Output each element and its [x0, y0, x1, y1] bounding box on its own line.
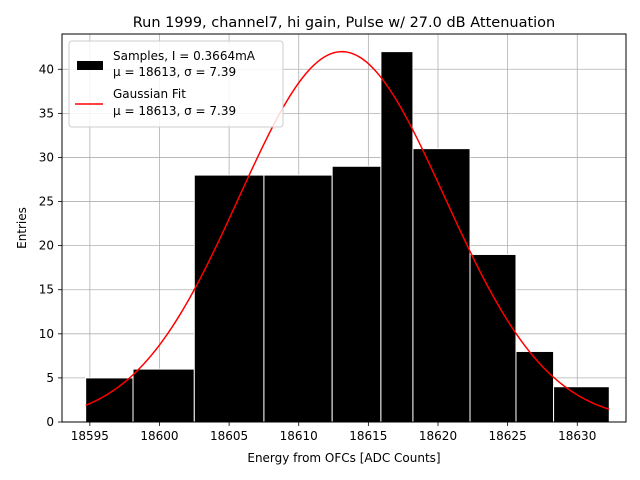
legend-samples-swatch	[77, 61, 103, 70]
x-tick-label-6: 18625	[489, 429, 527, 443]
y-tick-label-2: 10	[39, 327, 54, 341]
y-tick-label-8: 40	[39, 62, 54, 76]
x-axis-label: Energy from OFCs [ADC Counts]	[247, 451, 440, 465]
x-tick-label-5: 18620	[419, 429, 457, 443]
y-axis-ticks: 0 5 10 15 20 25 30 35 40	[39, 62, 62, 429]
legend-samples-label: Samples, I = 0.3664mA	[113, 49, 256, 63]
y-tick-label-5: 25	[39, 195, 54, 209]
x-tick-label-1: 18600	[140, 429, 178, 443]
legend-fit-label: Gaussian Fit	[113, 87, 186, 101]
legend-fit-stats: μ = 18613, σ = 7.39	[113, 104, 236, 118]
histogram-bar-9	[553, 386, 610, 423]
y-tick-label-4: 20	[39, 239, 54, 253]
legend-box	[68, 40, 284, 128]
y-tick-label-6: 30	[39, 150, 54, 164]
histogram-bar-4	[331, 165, 382, 423]
x-tick-label-0: 18595	[71, 429, 109, 443]
x-tick-label-2: 18605	[210, 429, 248, 443]
y-axis-label: Entries	[15, 207, 29, 249]
x-tick-label-7: 18630	[558, 429, 596, 443]
histogram-bar-5	[380, 51, 414, 423]
chart-title: Run 1999, channel7, hi gain, Pulse w/ 27…	[133, 15, 556, 31]
y-tick-label-0: 0	[46, 415, 54, 429]
histogram-bar-0	[85, 377, 134, 423]
histogram-bars	[85, 51, 610, 423]
x-tick-label-3: 18610	[280, 429, 318, 443]
legend: Samples, I = 0.3664mA μ = 18613, σ = 7.3…	[68, 40, 284, 128]
histogram-bar-6	[412, 148, 471, 423]
histogram-bar-2	[193, 174, 265, 423]
legend-samples-stats: μ = 18613, σ = 7.39	[113, 65, 236, 79]
histogram-bar-7	[469, 253, 517, 423]
y-tick-label-7: 35	[39, 106, 54, 120]
histogram-bar-3	[263, 174, 333, 423]
gaussian-fit-curve	[85, 50, 610, 411]
histogram-bar-1	[132, 368, 195, 423]
histogram-bar-8	[515, 350, 555, 423]
plot-frame	[61, 33, 627, 423]
x-tick-label-4: 18615	[349, 429, 387, 443]
y-tick-label-3: 15	[39, 283, 54, 297]
y-tick-label-1: 5	[46, 371, 54, 385]
x-axis-ticks: 18595 18600 18605 18610 18615 18620 18625 18630	[71, 422, 596, 443]
